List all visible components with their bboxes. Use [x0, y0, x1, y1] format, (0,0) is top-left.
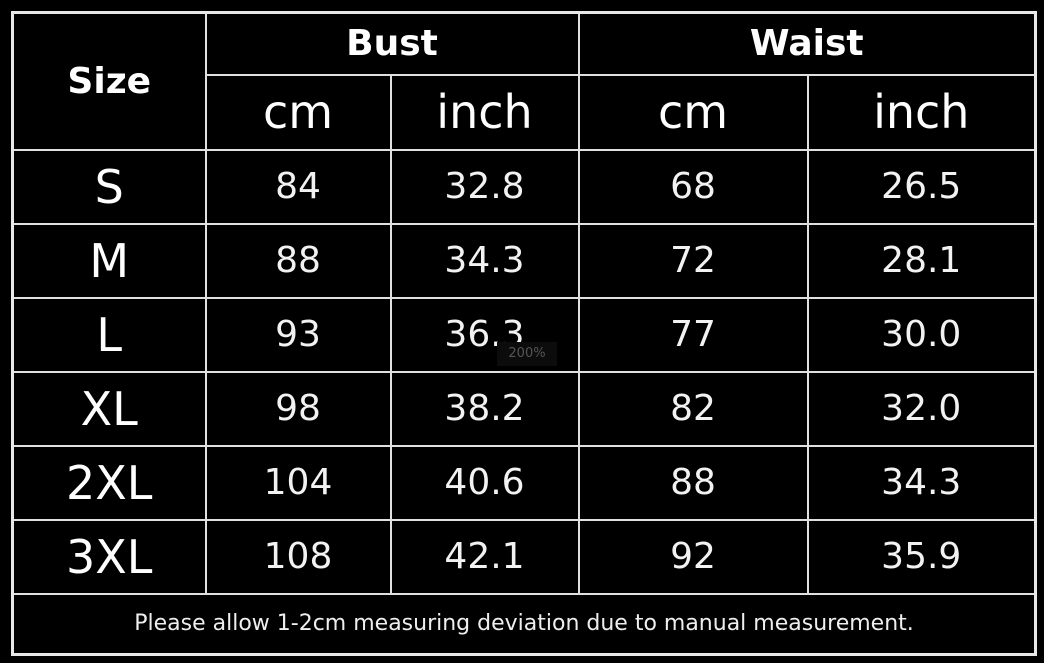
header-bust: Bust — [204, 11, 580, 76]
bust-inch-cell: 42.1 — [389, 518, 580, 595]
waist-inch-cell: 28.1 — [806, 222, 1037, 299]
table-row: L 93 36.3 77 30.0 — [11, 296, 1037, 373]
waist-inch-cell: 32.0 — [806, 370, 1037, 447]
measurement-note: Please allow 1-2cm measuring deviation d… — [11, 592, 1037, 656]
size-chart-table: Size Bust Waist cm inch cm inch S 84 32.8 6… — [11, 11, 1038, 656]
waist-cm-cell: 68 — [577, 148, 809, 225]
waist-cm-cell: 82 — [577, 370, 809, 447]
bust-inch-cell: 38.2 — [389, 370, 580, 447]
size-cell: M — [11, 222, 207, 299]
unit-waist-inch: inch — [806, 73, 1037, 151]
bust-inch-cell: 40.6 — [389, 444, 580, 521]
table-row: M 88 34.3 72 28.1 — [11, 222, 1037, 299]
unit-bust-inch: inch — [389, 73, 580, 151]
table-row: 2XL 104 40.6 88 34.3 — [11, 444, 1037, 521]
table-row: XL 98 38.2 82 32.0 — [11, 370, 1037, 447]
waist-inch-cell: 34.3 — [806, 444, 1037, 521]
size-cell: XL — [11, 370, 207, 447]
waist-cm-cell: 72 — [577, 222, 809, 299]
waist-cm-cell: 92 — [577, 518, 809, 595]
waist-inch-cell: 26.5 — [806, 148, 1037, 225]
bust-inch-cell: 32.8 — [389, 148, 580, 225]
waist-inch-cell: 30.0 — [806, 296, 1037, 373]
waist-cm-cell: 88 — [577, 444, 809, 521]
size-cell: S — [11, 148, 207, 225]
unit-waist-cm: cm — [577, 73, 809, 151]
table-row: 3XL 108 42.1 92 35.9 — [11, 518, 1037, 595]
header-size: Size — [11, 11, 207, 151]
bust-cm-cell: 98 — [204, 370, 392, 447]
bust-cm-cell: 84 — [204, 148, 392, 225]
zoom-indicator: 200% — [497, 342, 557, 366]
bust-inch-cell: 34.3 — [389, 222, 580, 299]
waist-cm-cell: 77 — [577, 296, 809, 373]
bust-cm-cell: 93 — [204, 296, 392, 373]
bust-cm-cell: 108 — [204, 518, 392, 595]
header-waist: Waist — [577, 11, 1037, 76]
bust-cm-cell: 88 — [204, 222, 392, 299]
bust-cm-cell: 104 — [204, 444, 392, 521]
size-cell: 3XL — [11, 518, 207, 595]
unit-bust-cm: cm — [204, 73, 392, 151]
waist-inch-cell: 35.9 — [806, 518, 1037, 595]
size-cell: L — [11, 296, 207, 373]
table-row: S 84 32.8 68 26.5 — [11, 148, 1037, 225]
size-cell: 2XL — [11, 444, 207, 521]
